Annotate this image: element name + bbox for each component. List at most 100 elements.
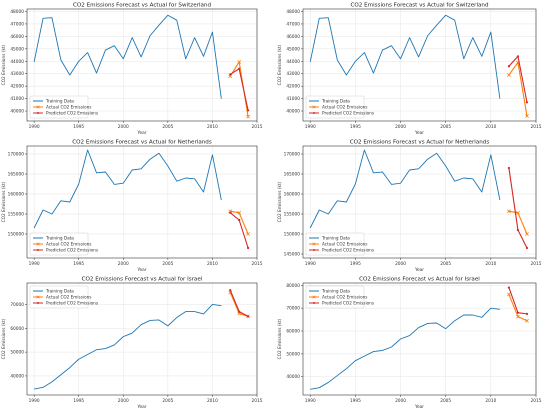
legend-box (29, 232, 89, 256)
chart-title: CO2 Emissions Forecast vs Actual for Net… (350, 140, 490, 146)
y-tick-label: 160000 (284, 192, 301, 198)
data-point-predicted (229, 211, 232, 214)
legend-box (305, 232, 365, 256)
x-axis-label: Year (136, 267, 146, 273)
y-tick-label: 45000 (10, 46, 24, 52)
y-tick-label: 150000 (284, 232, 301, 238)
x-axis-label: Year (136, 130, 146, 136)
x-tick-label: 2005 (162, 398, 173, 404)
data-point-actual (525, 232, 529, 236)
y-tick-label: 40000 (10, 109, 24, 115)
data-point-actual (237, 60, 242, 64)
y-tick-label: 150000 (8, 232, 25, 238)
x-tick-label: 1995 (350, 398, 361, 404)
data-point-predicted (516, 55, 520, 58)
data-point-actual (525, 114, 529, 118)
y-tick-label: 40000 (286, 109, 300, 115)
x-tick-label: 2015 (252, 124, 263, 130)
x-axis-label: Year (136, 404, 146, 410)
axes-frame (302, 145, 537, 259)
legend-label: Training Data (45, 289, 74, 294)
x-tick-label: 2000 (118, 398, 129, 404)
legend-label: Actual CO2 Emissions (46, 295, 91, 300)
y-tick-label: 43000 (10, 71, 24, 77)
data-point-actual (516, 314, 520, 319)
data-point-predicted (507, 286, 511, 289)
y-tick-label: 47000 (10, 21, 24, 27)
x-tick-label: 2010 (485, 398, 496, 404)
x-tick-label: 1995 (350, 124, 361, 130)
legend-label: Actual CO2 Emissions (46, 242, 91, 247)
y-tick-label: 41000 (286, 96, 300, 102)
data-point-actual (246, 114, 250, 119)
x-tick-label: 2005 (162, 124, 173, 130)
series-line-1 (309, 149, 501, 229)
y-tick-label: 70000 (10, 302, 24, 308)
chart-panel-1: 1990 1995 2000 2005 2010 2015 40000 41000 42000 4… (1, 3, 263, 137)
chart-panel-2: 1990 1995 2000 2005 2010 2015 40000 41000 42000 4… (277, 3, 542, 137)
x-tick-label: 2010 (485, 124, 496, 130)
data-point-predicted (525, 101, 529, 104)
y-tick-label: 47000 (286, 21, 300, 27)
x-tick-label: 2000 (395, 124, 406, 130)
axes-frame (26, 145, 258, 259)
data-point-predicted (238, 310, 241, 313)
y-tick-label: 80000 (286, 283, 300, 289)
x-tick-label: 2005 (440, 261, 451, 267)
data-point-predicted (516, 228, 520, 232)
data-point-predicted (246, 246, 250, 250)
series-line-1 (33, 149, 222, 229)
y-tick-label: 170000 (8, 152, 25, 158)
data-point-actual (237, 210, 242, 215)
x-tick-label: 2010 (485, 261, 496, 267)
data-point-predicted (238, 218, 241, 222)
legend-box (305, 95, 365, 119)
series-line-1 (310, 307, 500, 390)
data-point-predicted (238, 67, 241, 70)
x-tick-label: 2010 (207, 398, 218, 404)
y-axis-label: CO2 Emissions (kt) (1, 318, 7, 359)
legend-label: Predicted CO2 Emissions (322, 301, 374, 306)
y-tick-label: 41000 (10, 96, 24, 102)
x-tick-label: 1990 (29, 124, 40, 130)
x-tick-label: 2015 (531, 398, 542, 404)
chart-title: CO2 Emissions Forecast vs Actual for Swi… (73, 3, 212, 9)
chart-title: CO2 Emissions Forecast vs Actual for Isr… (82, 277, 203, 283)
legend-label: Training Data (321, 236, 350, 241)
y-tick-label: 155000 (284, 212, 301, 218)
x-tick-label: 1990 (29, 398, 40, 404)
y-tick-label: 145000 (284, 252, 301, 258)
chart-title: CO2 Emissions Forecast vs Actual for Net… (72, 140, 212, 146)
x-tick-label: 2005 (162, 261, 173, 267)
y-tick-label: 48000 (286, 9, 300, 15)
y-axis-label: CO2 Emissions (kt) (277, 181, 283, 222)
x-tick-label: 2000 (118, 124, 129, 130)
series-line-1 (33, 14, 222, 99)
x-tick-label: 1990 (305, 124, 316, 130)
x-tick-label: 1995 (73, 124, 84, 130)
data-point-actual (507, 209, 511, 214)
axes-frame (26, 8, 258, 122)
data-point-predicted (229, 289, 232, 292)
y-axis-label: CO2 Emissions (kt) (277, 318, 283, 359)
chart-panel-4: 1990 1995 2000 2005 2010 2015 145000 150000 1550… (277, 140, 542, 274)
y-tick-label: 48000 (10, 9, 24, 15)
x-tick-label: 2015 (252, 398, 263, 404)
legend-box (29, 285, 89, 309)
x-tick-label: 1995 (73, 398, 84, 404)
x-tick-label: 1995 (73, 261, 84, 267)
legend-label: Predicted CO2 Emissions (46, 301, 98, 306)
data-point-actual (228, 74, 233, 79)
y-tick-label: 160000 (8, 192, 25, 198)
x-tick-label: 2005 (440, 398, 451, 404)
data-point-actual (228, 209, 233, 214)
x-tick-label: 2000 (118, 261, 129, 267)
chart-title: CO2 Emissions Forecast vs Actual for Swi… (350, 3, 489, 9)
x-tick-label: 2015 (531, 261, 542, 267)
